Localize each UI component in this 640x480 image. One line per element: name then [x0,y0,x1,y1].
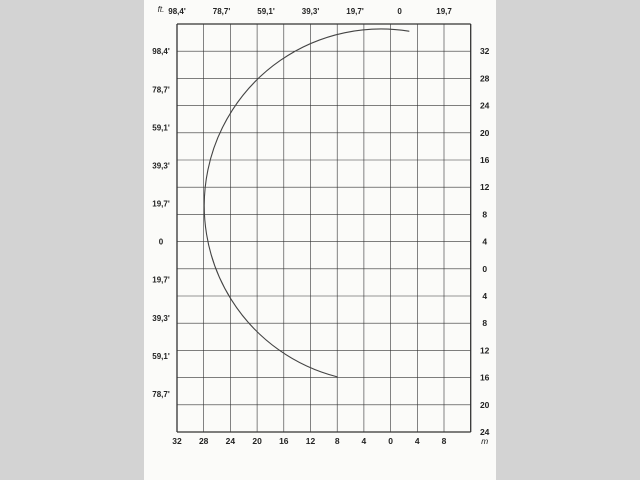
svg-text:12: 12 [480,345,490,355]
svg-text:20: 20 [480,128,490,138]
svg-text:59,1': 59,1' [257,7,275,16]
svg-text:78,7': 78,7' [213,7,231,16]
svg-text:78,7': 78,7' [152,390,170,399]
svg-text:m: m [481,436,488,446]
svg-text:32: 32 [172,436,182,446]
svg-text:8: 8 [482,318,487,328]
svg-text:19,7: 19,7 [436,7,452,16]
svg-text:39,3': 39,3' [302,7,320,16]
svg-text:24: 24 [226,436,236,446]
svg-text:16: 16 [480,373,490,383]
svg-text:39,3': 39,3' [152,161,170,170]
svg-text:19,7': 19,7' [152,200,170,209]
svg-text:4: 4 [415,436,420,446]
svg-text:19,7': 19,7' [346,7,364,16]
svg-text:12: 12 [306,436,316,446]
svg-text:4: 4 [482,237,487,247]
svg-text:59,1': 59,1' [152,352,170,361]
svg-text:24: 24 [480,101,490,111]
svg-text:16: 16 [279,436,289,446]
svg-text:4: 4 [362,436,367,446]
svg-text:19,7': 19,7' [152,276,170,285]
svg-text:20: 20 [252,436,262,446]
svg-text:28: 28 [480,73,490,83]
svg-text:59,1': 59,1' [152,123,170,132]
svg-text:20: 20 [480,400,490,410]
svg-text:28: 28 [199,436,209,446]
svg-text:0: 0 [397,7,402,16]
svg-text:39,3': 39,3' [152,314,170,323]
svg-text:98,4': 98,4' [168,7,186,16]
svg-text:98,4': 98,4' [152,47,170,56]
svg-text:32: 32 [480,46,490,56]
svg-text:8: 8 [482,209,487,219]
svg-text:0: 0 [388,436,393,446]
svg-text:16: 16 [480,155,490,165]
svg-text:78,7': 78,7' [152,85,170,94]
svg-text:12: 12 [480,182,490,192]
svg-text:0: 0 [482,264,487,274]
svg-text:8: 8 [335,436,340,446]
svg-text:0: 0 [159,238,164,247]
svg-text:ft.: ft. [158,5,165,14]
svg-text:4: 4 [482,291,487,301]
svg-text:8: 8 [442,436,447,446]
